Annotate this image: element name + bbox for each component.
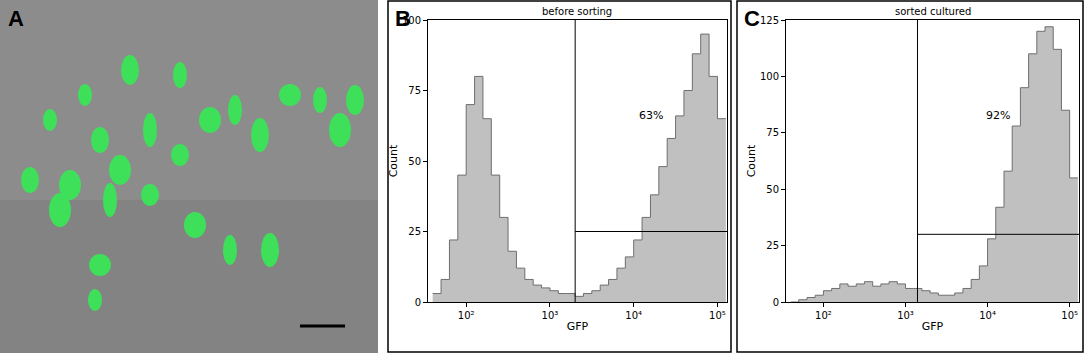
svg-text:50: 50 [408,156,421,167]
svg-text:10³: 10³ [897,310,914,321]
svg-text:sorted cultured: sorted cultured [895,6,971,17]
svg-text:0: 0 [415,297,421,308]
svg-text:75: 75 [408,85,421,96]
svg-text:Count: Count [745,144,758,177]
svg-text:B: B [395,6,411,31]
svg-text:C: C [744,6,760,31]
svg-text:A: A [8,6,24,31]
svg-text:GFP: GFP [567,320,589,333]
svg-text:10²: 10² [815,310,832,321]
svg-text:25: 25 [766,240,779,251]
svg-text:10⁴: 10⁴ [625,310,642,321]
svg-text:GFP: GFP [922,320,944,333]
svg-text:0: 0 [773,297,779,308]
svg-text:25: 25 [408,226,421,237]
svg-text:before sorting: before sorting [542,6,612,17]
svg-text:Count: Count [387,144,400,177]
svg-text:10⁵: 10⁵ [1061,310,1078,321]
svg-text:63%: 63% [639,109,663,122]
svg-text:50: 50 [766,184,779,195]
svg-text:75: 75 [766,127,779,138]
svg-text:100: 100 [760,71,779,82]
svg-text:10⁵: 10⁵ [709,310,726,321]
svg-text:92%: 92% [986,109,1010,122]
svg-text:125: 125 [760,15,779,26]
svg-text:100: 100 [402,15,421,26]
svg-text:10³: 10³ [542,310,559,321]
svg-text:10²: 10² [458,310,475,321]
svg-text:10⁴: 10⁴ [979,310,996,321]
